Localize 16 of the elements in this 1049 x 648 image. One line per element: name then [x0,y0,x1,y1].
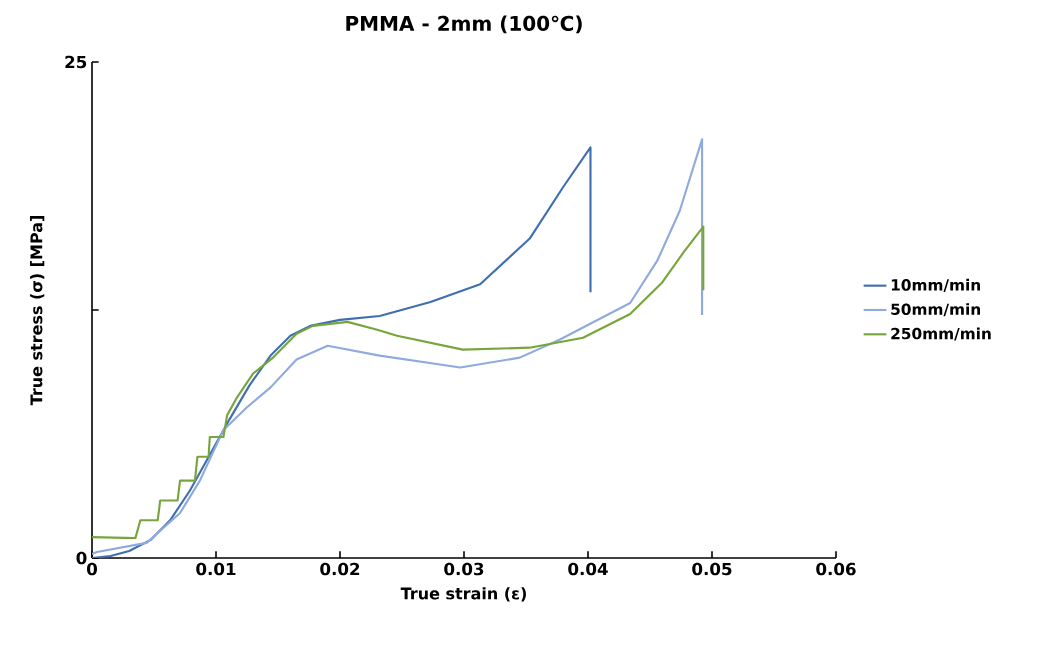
legend-label: 10mm/min [891,278,980,292]
x-tick-label: 0.05 [692,562,732,576]
chart-title: PMMA - 2mm (100℃) [346,15,582,34]
x-tick-label: 0.06 [816,562,856,576]
x-axis-title: True strain (ε) [400,587,526,602]
legend-label: 50mm/min [891,303,980,317]
x-tick-label: 0.02 [320,562,360,576]
x-tick-label: 0 [87,562,97,576]
line-series [92,138,704,556]
x-tick-label: 0.04 [568,562,608,576]
line-series [92,225,705,540]
y-axis-title: True stress (σ) [MPa] [30,216,45,406]
legend-label: 250mm/min [891,327,991,341]
x-tick-label: 0.01 [196,562,236,576]
y-tick-label: 25 [65,55,87,69]
x-tick-label: 0.03 [444,562,484,576]
